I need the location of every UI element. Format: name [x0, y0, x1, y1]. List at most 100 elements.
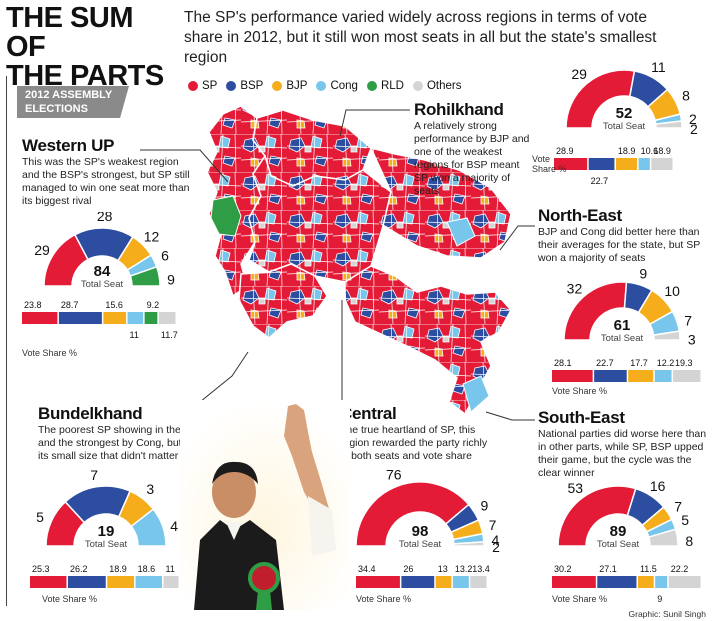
connector-northeast — [499, 225, 535, 251]
region-desc-northeast: BJP and Cong did better here than their … — [538, 226, 701, 264]
section-tag: 2012 ASSEMBLY ELECTIONS — [17, 86, 129, 118]
central-vote-bar-bsp — [401, 576, 435, 588]
western-up-seat-label-cong: 6 — [161, 248, 169, 264]
central-vote-share-caption: Vote Share % — [356, 594, 411, 604]
photo-collar — [226, 522, 242, 540]
bundelkhand-vote-bar-bsp — [67, 576, 106, 588]
central-seat-label-others: 2 — [492, 539, 500, 555]
connector-western — [140, 149, 229, 183]
photo-kurta-sleeve — [308, 496, 336, 556]
central-total-seat-caption: Total Seat — [399, 539, 442, 550]
legend-label-others: Others — [426, 80, 462, 92]
region-block-central: Central The true heartland of SP, this r… — [340, 404, 490, 463]
legend-item-rld: RLD — [366, 80, 404, 92]
section-tag-line-1: 2012 ASSEMBLY — [25, 89, 113, 101]
legend-swatch-bsp — [226, 81, 237, 91]
region-block-rohilkhand: Rohilkhand A relatively strong performan… — [414, 100, 534, 198]
western-up-vote-bar-rld — [144, 312, 158, 324]
western-up-vote-bar-others — [158, 312, 176, 324]
central-vote-bar-sp — [356, 576, 400, 588]
region-block-northeast: North-East BJP and Cong did better here … — [538, 206, 708, 265]
region-desc-bundelkhand: The poorest SP showing in the state and … — [38, 424, 210, 462]
north-east-seat-label-sp: 32 — [567, 281, 583, 297]
north-east-total-seats: 61 — [614, 317, 631, 334]
legend-item-bjp: BJP — [272, 80, 307, 92]
rohilkhand-seat-label-bsp: 11 — [651, 59, 666, 75]
north-east-vote-bar-sp — [552, 370, 593, 382]
central-seat-label-cong: 4 — [491, 532, 499, 548]
bundelkhand-vote-label-bjp: 18.9 — [109, 564, 127, 574]
central-seat-label-bsp: 9 — [480, 498, 488, 514]
headline-line-1: THE SUM OF — [6, 2, 134, 63]
photo-badge-ribbon — [256, 590, 272, 610]
region-block-southeast: South-East National parties did worse he… — [538, 408, 708, 480]
central-seat-arc-others — [453, 541, 485, 547]
bundelkhand-total-seat-caption: Total Seat — [85, 539, 128, 550]
south-east-vote-bar-bjp — [637, 576, 654, 588]
south-east-seat-label-cong: 5 — [681, 512, 689, 528]
north-east-vote-label-others: 19.3 — [675, 358, 693, 368]
central-seat-label-sp: 76 — [386, 467, 402, 483]
north-east-vote-share-caption: Vote Share % — [552, 386, 607, 396]
central-vote-bar-bjp — [435, 576, 452, 588]
north-east-vote-bar-bsp — [594, 370, 627, 382]
legend-swatch-others — [412, 81, 423, 91]
rohilkhand-seat-label-cong: 2 — [689, 111, 697, 127]
legend-swatch-rld — [366, 81, 377, 91]
central-vote-bar-cong — [452, 576, 469, 588]
legend-label-sp: SP — [202, 80, 218, 92]
rohilkhand-seat-label-others: 2 — [690, 121, 698, 137]
map-cong-pocket-southeast — [462, 375, 490, 413]
western-up-seat-label-bjp: 12 — [144, 229, 160, 245]
south-east-vote-bar-sp — [552, 576, 596, 588]
central-vote-label-bsp: 26 — [403, 564, 413, 574]
south-east-seat-label-bsp: 16 — [650, 478, 666, 494]
region-block-western: Western UP This was the SP's weakest reg… — [22, 136, 197, 208]
legend-label-bsp: BSP — [240, 80, 264, 92]
bundelkhand-vote-bar-bjp — [107, 576, 135, 588]
legend-item-sp: SP — [188, 80, 217, 92]
north-east-vote-bar-bjp — [628, 370, 654, 382]
bundelkhand-vote-bar-cong — [135, 576, 162, 588]
legend-item-others: Others — [412, 80, 462, 92]
north-east-vote-bar-others — [673, 370, 701, 382]
section-tag-line-2: ELECTIONS — [25, 103, 88, 115]
rohilkhand-vote-label-others: 18.9 — [653, 146, 671, 156]
bundelkhand-vote-label-cong: 18.6 — [138, 564, 156, 574]
bundelkhand-seat-label-sp: 5 — [36, 509, 44, 525]
south-east-vote-bar-cong — [655, 576, 668, 588]
western-up-seat-label-rld: 9 — [167, 271, 175, 287]
rohilkhand-vote-label-bjp: 18.9 — [618, 146, 636, 156]
region-desc-western: This was the SP's weakest region and the… — [22, 156, 190, 207]
rohilkhand-total-seat-caption: Total Seat — [603, 121, 646, 132]
map-region-bundelkhand — [238, 263, 328, 339]
region-title-southeast: South-East — [538, 408, 625, 427]
north-east-vote-label-bsp: 22.7 — [596, 358, 614, 368]
graphic-credit: Graphic: Sunil Singh — [628, 609, 707, 619]
western-up-vote-bar-bjp — [103, 312, 127, 324]
rohilkhand-vote-bar-sp — [554, 158, 588, 170]
rohilkhand-seat-label-bjp: 8 — [682, 87, 690, 103]
rohilkhand-total-seats: 52 — [616, 105, 633, 122]
south-east-vote-label-others: 22.2 — [671, 564, 689, 574]
headline: THE SUM OF THE PARTS — [6, 4, 176, 91]
south-east-vote-label-cong: 9 — [657, 594, 662, 604]
south-east-seat-label-others: 8 — [685, 533, 693, 549]
south-east-seat-arc-sp — [557, 485, 637, 547]
north-east-seat-arc-others — [652, 330, 681, 341]
bundelkhand-vote-label-others: 11 — [166, 564, 175, 574]
western-up-seat-label-sp: 29 — [34, 242, 50, 258]
north-east-total-seat-caption: Total Seat — [601, 333, 644, 344]
north-east-vote-label-cong: 12.2 — [657, 358, 675, 368]
western-up-vote-bar-bsp — [58, 312, 102, 324]
north-east-vote-label-sp: 28.1 — [554, 358, 572, 368]
western-up-vote-bar-sp — [22, 312, 58, 324]
legend: SP BSP BJP Cong RLD Others — [188, 80, 461, 92]
south-east-total-seat-caption: Total Seat — [597, 539, 640, 550]
western-up-vote-label-cong: 11 — [130, 330, 139, 340]
bundelkhand-seat-arc-cong — [130, 508, 167, 547]
central-vote-label-bjp: 13 — [438, 564, 448, 574]
